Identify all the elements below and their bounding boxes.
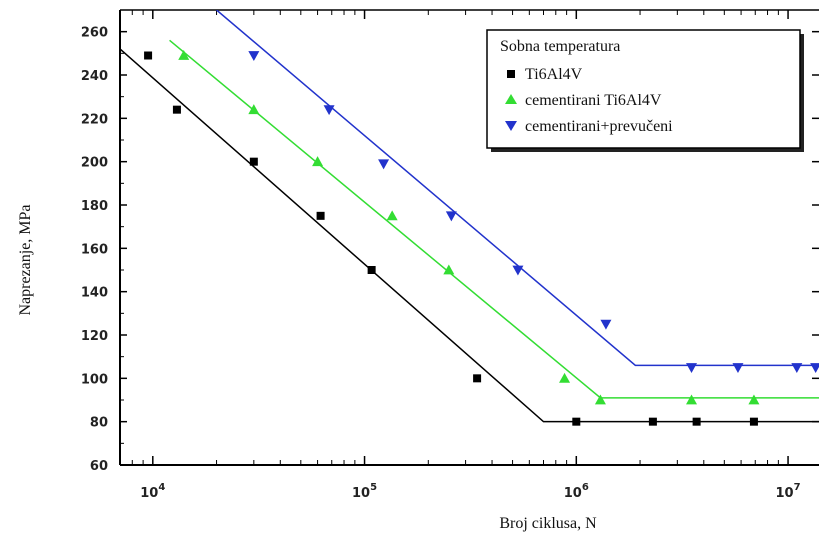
y-tick-label: 180 xyxy=(81,199,108,214)
data-point-triangle-down xyxy=(445,211,457,222)
data-point-triangle-down xyxy=(378,159,390,170)
data-point-square xyxy=(144,51,153,60)
data-point-triangle-down xyxy=(600,319,612,330)
data-point-square xyxy=(367,266,376,274)
y-tick-label: 100 xyxy=(81,372,108,387)
data-point-square xyxy=(572,417,581,426)
legend-label: cementirani Ti6Al4V xyxy=(525,92,662,109)
legend: Sobna temperatura Ti6Al4V cementirani Ti6A… xyxy=(486,29,804,152)
series-fit-line xyxy=(216,10,819,367)
x-tick-label: 104 xyxy=(140,482,165,501)
y-tick-label: 260 xyxy=(81,26,108,41)
data-point-triangle-up xyxy=(248,104,260,115)
y-tick-label: 220 xyxy=(81,112,108,127)
legend-title: Sobna temperatura xyxy=(500,38,620,55)
x-tick-exponent: 5 xyxy=(370,482,377,493)
data-point-triangle-down xyxy=(810,363,819,373)
x-tick-label: 106 xyxy=(564,482,589,501)
legend-marker-triangle-up xyxy=(505,94,517,104)
data-point-triangle-down xyxy=(791,363,803,373)
x-tick-base: 10 xyxy=(140,486,158,501)
legend-label: cementirani+prevučeni xyxy=(525,118,673,135)
data-point-triangle-up xyxy=(443,264,455,275)
data-point-triangle-down xyxy=(248,51,260,61)
y-tick-label: 200 xyxy=(81,156,108,171)
x-tick-exponent: 4 xyxy=(158,482,165,493)
data-point-square xyxy=(316,211,325,220)
series-fit-line xyxy=(120,48,819,423)
y-tick-label: 160 xyxy=(81,242,108,257)
data-point-square xyxy=(648,417,657,426)
data-point-triangle-up xyxy=(386,210,398,221)
y-tick-label: 120 xyxy=(81,329,108,344)
x-tick-base: 10 xyxy=(776,486,794,501)
series-group xyxy=(120,10,819,426)
y-tick-label: 80 xyxy=(90,416,108,431)
x-tick-base: 10 xyxy=(352,486,370,501)
data-point-triangle-down xyxy=(732,363,744,373)
legend-marker-square xyxy=(507,70,515,78)
data-point-square xyxy=(172,105,181,114)
data-point-triangle-up xyxy=(594,394,606,405)
x-tick-exponent: 7 xyxy=(794,482,801,493)
data-point-triangle-down xyxy=(686,363,698,373)
x-tick-label: 105 xyxy=(352,482,377,501)
data-point-triangle-up xyxy=(748,394,760,405)
data-point-square xyxy=(749,417,758,426)
data-point-triangle-up xyxy=(686,394,698,405)
y-tick-label: 60 xyxy=(90,459,108,474)
legend-marker-triangle-down xyxy=(505,121,517,131)
legend-label: Ti6Al4V xyxy=(525,66,583,83)
data-point-square xyxy=(249,157,258,166)
data-point-square xyxy=(692,417,701,426)
x-tick-base: 10 xyxy=(564,486,582,501)
y-tick-label: 240 xyxy=(81,69,108,84)
y-axis-title: Naprezanje, MPa xyxy=(17,204,34,315)
data-point-square xyxy=(473,374,482,383)
x-tick-label: 107 xyxy=(776,482,801,501)
data-point-triangle-down xyxy=(323,105,335,116)
x-tick-exponent: 6 xyxy=(582,482,589,493)
data-point-triangle-up xyxy=(178,50,190,60)
data-point-triangle-up xyxy=(312,156,324,167)
data-point-triangle-down xyxy=(512,265,524,276)
x-axis-title: Broj ciklusa, N xyxy=(499,515,597,532)
y-tick-label: 140 xyxy=(81,286,108,301)
data-point-triangle-up xyxy=(559,372,571,383)
legend-box xyxy=(486,29,801,149)
